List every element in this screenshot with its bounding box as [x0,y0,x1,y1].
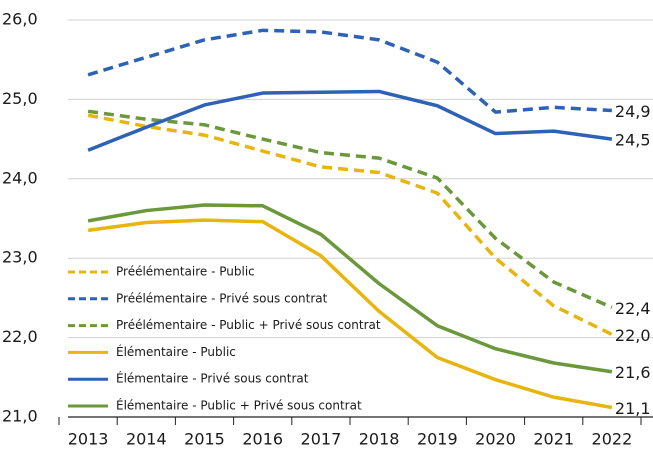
series-line [87,89,613,152]
legend-label: Élémentaire - Privé sous contrat [116,371,309,386]
legend-label: Élémentaire - Public [116,344,236,359]
y-tick-label: 25,0 [2,89,38,108]
x-tick-label: 2020 [475,430,516,449]
end-label: 22,4 [615,299,651,318]
x-tick-label: 2015 [184,430,225,449]
end-label: 21,6 [615,363,651,382]
x-tick-label: 2014 [126,430,167,449]
series-line [87,218,613,410]
x-tick-label: 2016 [242,430,283,449]
series-line [87,203,613,374]
legend-label: Préélémentaire - Privé sous contrat [116,291,328,305]
y-tick-label: 21,0 [2,407,38,426]
x-tick-label: 2022 [592,430,633,449]
series-line [87,28,612,114]
end-label: 24,9 [615,102,651,121]
y-tick-label: 23,0 [2,248,38,267]
legend-label: Préélémentaire - Public [116,265,255,279]
series-line [87,113,613,336]
legend-label: Élémentaire - Public + Privé sous contra… [116,398,362,413]
x-tick-label: 2019 [417,430,458,449]
end-label: 22,0 [615,326,651,345]
x-tick-label: 2021 [533,430,574,449]
end-label: 21,1 [615,399,651,418]
y-tick-label: 26,0 [2,10,38,29]
series-line [87,109,613,310]
y-tick-label: 22,0 [2,327,38,346]
x-tick-label: 2013 [68,430,109,449]
x-tick-label: 2018 [359,430,400,449]
x-tick-label: 2017 [301,430,342,449]
y-tick-label: 24,0 [2,168,38,187]
legend-label: Préélémentaire - Public + Privé sous con… [116,318,381,332]
end-label: 24,5 [615,131,651,150]
